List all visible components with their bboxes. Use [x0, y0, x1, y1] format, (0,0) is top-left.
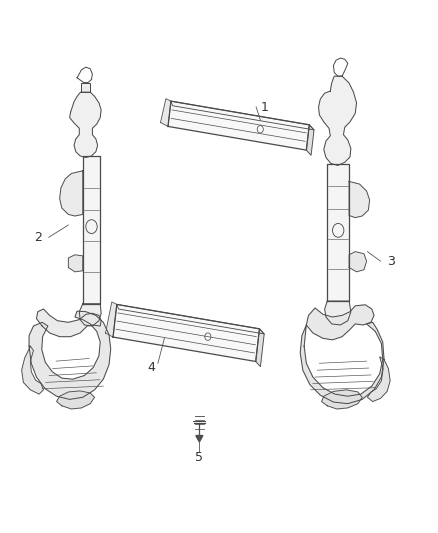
Text: 3: 3	[388, 255, 396, 268]
Polygon shape	[161, 99, 171, 126]
Polygon shape	[300, 322, 384, 403]
Polygon shape	[79, 304, 101, 326]
Polygon shape	[321, 390, 362, 409]
Polygon shape	[81, 83, 90, 92]
Polygon shape	[349, 252, 367, 272]
Polygon shape	[327, 165, 349, 301]
Polygon shape	[349, 181, 370, 217]
Polygon shape	[325, 301, 351, 325]
Polygon shape	[60, 171, 83, 216]
Polygon shape	[57, 391, 95, 409]
Polygon shape	[113, 304, 259, 361]
Polygon shape	[168, 101, 309, 150]
Polygon shape	[306, 125, 314, 155]
Polygon shape	[196, 435, 203, 442]
Polygon shape	[367, 357, 390, 401]
Text: 4: 4	[148, 361, 155, 374]
Polygon shape	[256, 329, 264, 367]
Text: 5: 5	[195, 451, 203, 464]
Polygon shape	[68, 255, 83, 272]
Polygon shape	[106, 302, 117, 337]
Polygon shape	[318, 76, 357, 165]
Polygon shape	[171, 101, 314, 130]
Text: 1: 1	[261, 101, 269, 114]
Polygon shape	[29, 311, 111, 399]
Polygon shape	[36, 309, 101, 337]
Polygon shape	[70, 92, 101, 158]
Polygon shape	[21, 346, 43, 394]
Polygon shape	[117, 304, 264, 334]
Polygon shape	[306, 305, 374, 340]
Text: 2: 2	[34, 231, 42, 244]
Polygon shape	[83, 156, 100, 304]
